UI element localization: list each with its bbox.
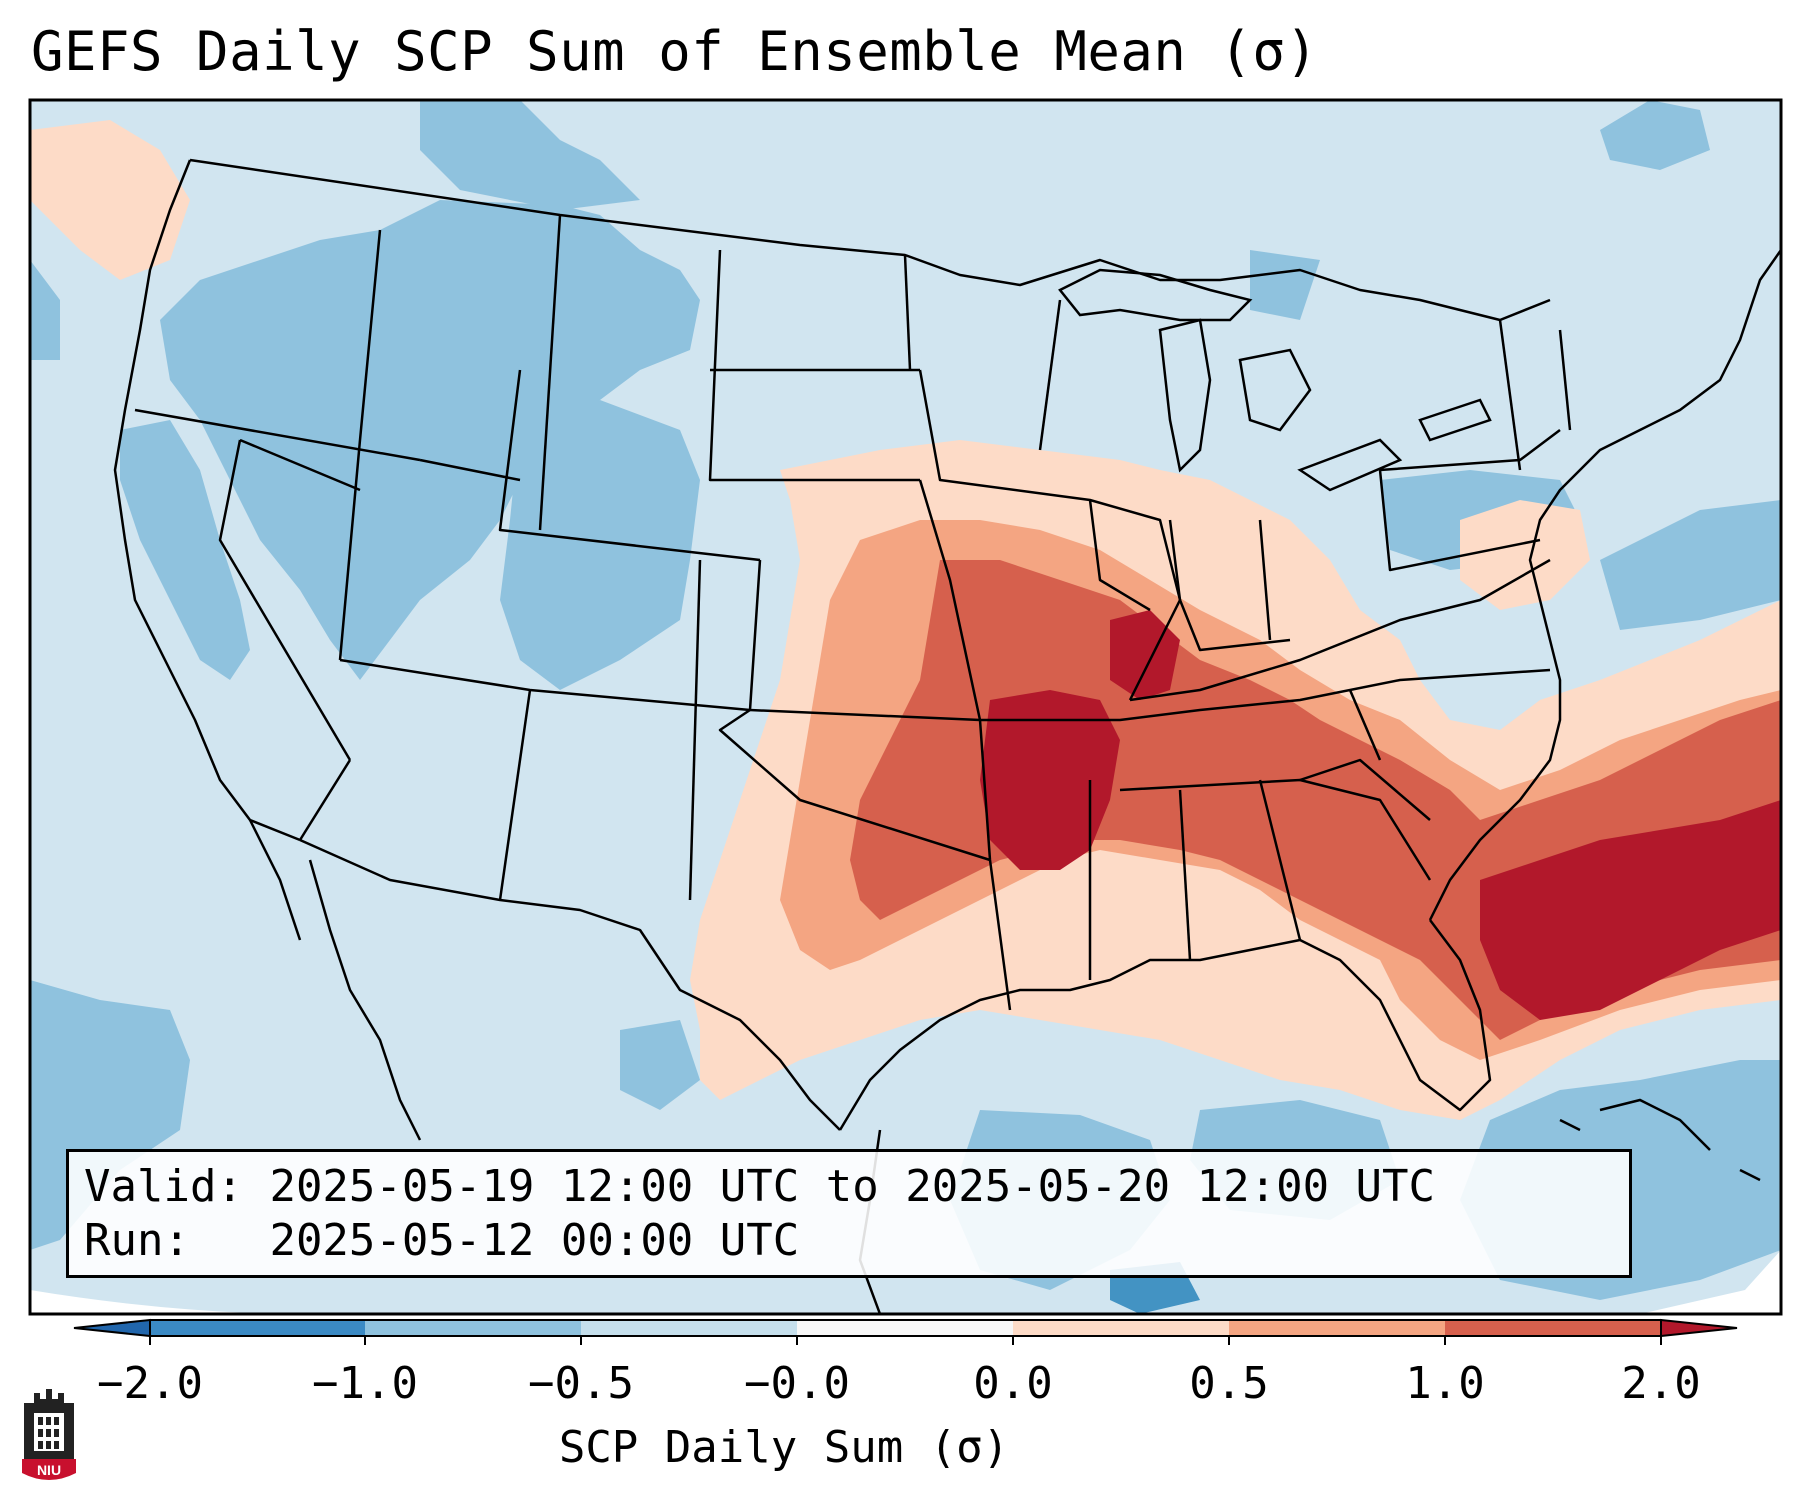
colorbar-bin-3 (581, 1320, 797, 1336)
colorbar-tick-label: −0.0 (744, 1358, 850, 1409)
logo-text: NIU (37, 1462, 61, 1478)
colorbar-title: SCP Daily Sum (σ) (558, 1422, 1010, 1473)
colorbar (73, 1318, 1738, 1345)
very-strong-positive-areas (980, 610, 1781, 1020)
state-borders (113, 158, 1781, 1131)
colorbar-bin-1 (150, 1320, 365, 1336)
colorbar-bin-4 (797, 1320, 1013, 1336)
colorbar-tick-label: −1.0 (312, 1358, 418, 1409)
niu-logo: NIU (22, 1389, 76, 1480)
great-lakes (1058, 268, 1492, 492)
colorbar-outline (149, 1319, 1662, 1337)
colorbar-under-arrow (73, 1318, 151, 1338)
colorbar-tick-label: 2.0 (1621, 1358, 1701, 1409)
colorbar-ticks (149, 1336, 1662, 1345)
colorbar-bin-6 (1229, 1320, 1445, 1336)
colorbar-bin-7 (1445, 1320, 1661, 1336)
valid-label: Valid: (84, 1161, 243, 1212)
domain-edge-left (30, 1290, 360, 1314)
colorbar-bin-5 (1013, 1320, 1229, 1336)
colorbar-tick-label: −2.0 (97, 1358, 203, 1409)
colorbar-tick-label: −0.5 (528, 1358, 634, 1409)
valid-time-range: 2025-05-19 12:00 UTC to 2025-05-20 12:00… (269, 1161, 1436, 1212)
colorbar-tick-label: 0.5 (1189, 1358, 1269, 1409)
domain-edge-right (1640, 1250, 1781, 1314)
colorbar-bin-2 (365, 1320, 581, 1336)
colorbar-tick-label: 1.0 (1405, 1358, 1485, 1409)
run-time: 2025-05-12 00:00 UTC (269, 1215, 800, 1266)
map-frame (28, 98, 1783, 1316)
run-label: Run: (84, 1215, 190, 1266)
caribbean-islands (1559, 1098, 1761, 1182)
valid-run-infobox: Valid: 2025-05-19 12:00 UTC to 2025-05-2… (66, 1149, 1632, 1278)
map-title: GEFS Daily SCP Sum of Ensemble Mean (σ) (31, 20, 1319, 83)
colorbar-tick-label: 0.0 (973, 1358, 1053, 1409)
colorbar-over-arrow (1660, 1318, 1738, 1338)
